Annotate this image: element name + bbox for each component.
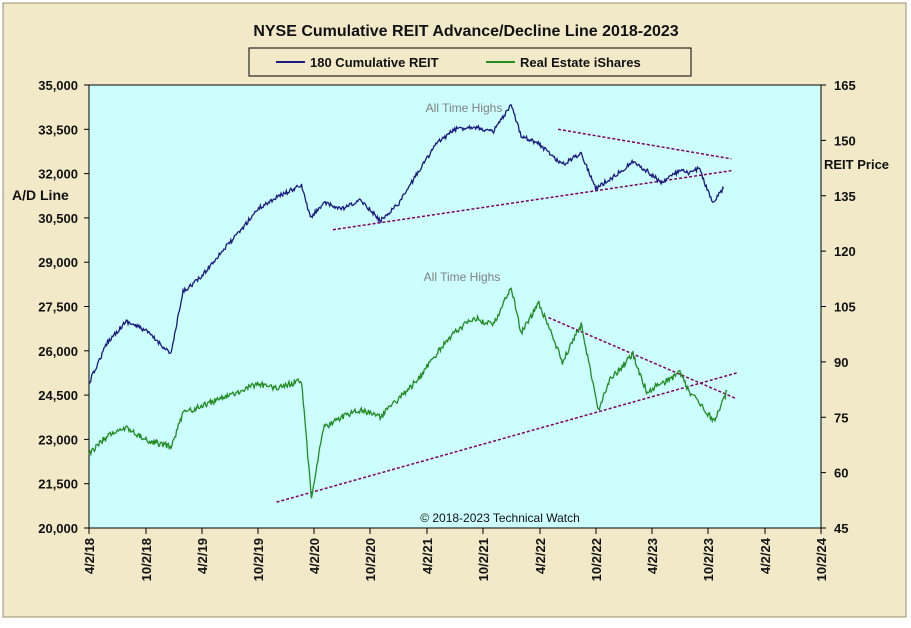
x-tick-label: 4/2/23 xyxy=(645,538,660,574)
y-left-tick-label: 21,500 xyxy=(38,477,78,492)
y-right-tick-label: 165 xyxy=(834,78,856,93)
y-left-tick-label: 29,000 xyxy=(38,255,78,270)
x-tick-label: 10/2/20 xyxy=(363,538,378,581)
y-left-tick-label: 30,500 xyxy=(38,211,78,226)
y-left-tick-label: 24,500 xyxy=(38,388,78,403)
y-right-tick-label: 135 xyxy=(834,189,856,204)
x-tick-label: 10/2/23 xyxy=(701,538,716,581)
annotation-ath-ishares: All Time Highs xyxy=(424,270,501,284)
chart-title: NYSE Cumulative REIT Advance/Decline Lin… xyxy=(253,23,678,40)
x-axis: 4/2/18 10/2/18 4/2/19 10/2/19 4/2/20 10/2/20 4… xyxy=(82,528,829,581)
y-right-tick-label: 60 xyxy=(834,466,848,481)
y-left-tick-label: 23,000 xyxy=(38,432,78,447)
x-tick-label: 4/2/22 xyxy=(533,538,548,574)
y-axis-left: 20,000 21,500 23,000 24,500 26,000 27,500 29,0… xyxy=(38,78,89,536)
y-axis-right: 45 60 75 90 105 120 135 150 165 xyxy=(821,78,856,536)
x-tick-label: 10/2/24 xyxy=(814,537,829,581)
annotation-ath-adline: All Time Highs xyxy=(426,101,503,115)
y-right-tick-label: 75 xyxy=(834,410,848,425)
x-tick-label: 10/2/22 xyxy=(589,538,604,581)
x-tick-label: 4/2/20 xyxy=(307,538,322,574)
y-left-tick-label: 35,000 xyxy=(38,78,78,93)
legend-box xyxy=(248,47,692,77)
y-axis-right-label: REIT Price xyxy=(824,157,889,172)
y-left-tick-label: 27,500 xyxy=(38,300,78,315)
legend-label-adline: 180 Cumulative REIT xyxy=(310,55,439,70)
y-left-tick-label: 32,000 xyxy=(38,167,78,182)
x-tick-label: 10/2/21 xyxy=(476,538,491,581)
x-tick-label: 4/2/18 xyxy=(82,538,97,574)
trendline xyxy=(557,128,732,160)
y-right-tick-label: 120 xyxy=(834,244,856,259)
x-tick-label: 4/2/21 xyxy=(420,538,435,574)
copyright-note: © 2018-2023 Technical Watch xyxy=(420,511,580,525)
y-left-tick-label: 20,000 xyxy=(38,521,78,536)
series-line-adline xyxy=(88,104,725,384)
y-left-tick-label: 26,000 xyxy=(38,344,78,359)
trendline xyxy=(548,316,737,400)
y-right-tick-label: 150 xyxy=(834,133,856,148)
y-axis-left-label: A/D Line xyxy=(12,187,69,203)
series-lines xyxy=(88,104,728,499)
y-left-tick-label: 33,500 xyxy=(38,122,78,137)
x-tick-label: 4/2/19 xyxy=(195,538,210,574)
x-tick-label: 10/2/18 xyxy=(139,538,154,581)
legend-label-ishares: Real Estate iShares xyxy=(520,55,641,70)
y-right-tick-label: 105 xyxy=(834,300,856,315)
x-tick-label: 10/2/19 xyxy=(251,538,266,581)
plot-area xyxy=(88,84,822,529)
y-right-tick-label: 90 xyxy=(834,355,848,370)
series-line-ishares xyxy=(88,287,728,499)
x-tick-label: 4/2/24 xyxy=(758,537,773,574)
y-right-tick-label: 45 xyxy=(834,521,848,536)
